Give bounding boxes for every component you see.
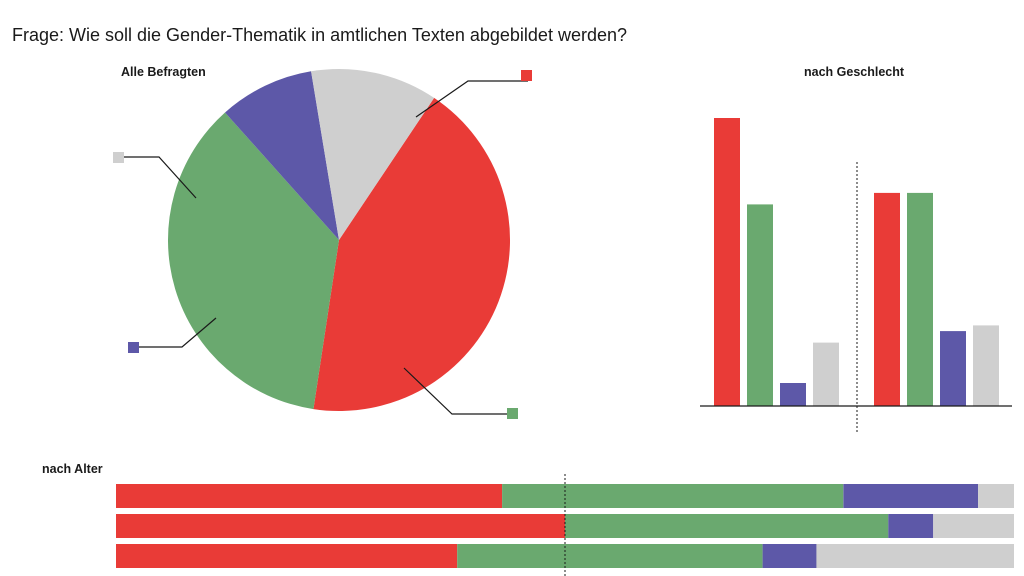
legend-swatch-weiss_nicht <box>113 152 124 163</box>
age-bar-2-gar_nicht <box>116 544 458 568</box>
age-bar-0-sonderzeichen <box>843 484 979 508</box>
gender-bar-chart <box>700 118 1012 433</box>
legend-swatch-sonderzeichen <box>128 342 139 353</box>
bar-Männer-sonderzeichen <box>780 383 806 406</box>
age-bar-2-weiss_nicht <box>816 544 1014 568</box>
age-stacked-bar-chart <box>116 474 1014 576</box>
age-bar-2-doppelnennung <box>457 544 763 568</box>
bar-Frauen-weiss_nicht <box>973 325 999 406</box>
bar-Männer-gar_nicht <box>714 118 740 406</box>
age-bar-2-sonderzeichen <box>762 544 817 568</box>
pie-slice-sonderzeichen <box>225 71 339 240</box>
pie-slice-gar_nicht <box>313 97 511 412</box>
chart-question: Frage: Wie soll die Gender-Thematik in a… <box>12 25 627 45</box>
bar-Frauen-gar_nicht <box>874 192 900 406</box>
age-bar-0-weiss_nicht <box>978 484 1014 508</box>
leader-line-gar_nicht <box>415 80 528 118</box>
pie-chart <box>113 69 532 419</box>
bar-Frauen-sonderzeichen <box>940 331 966 406</box>
age-bar-1-weiss_nicht <box>933 514 1014 538</box>
leader-line-doppelnennung <box>403 367 507 415</box>
age-bar-1-doppelnennung <box>565 514 889 538</box>
bar-Männer-weiss_nicht <box>813 342 839 406</box>
age-bar-1-sonderzeichen <box>888 514 934 538</box>
age-title: nach Alter <box>42 462 103 476</box>
age-bar-0-gar_nicht <box>116 484 503 508</box>
pie-slice-doppelnennung <box>167 112 339 410</box>
age-bar-0-doppelnennung <box>502 484 844 508</box>
leader-line-weiss_nicht <box>124 156 197 199</box>
legend-swatch-gar_nicht <box>521 70 532 81</box>
pie-title: Alle Befragten <box>121 65 206 79</box>
legend-swatch-doppelnennung <box>507 408 518 419</box>
bar-Männer-doppelnennung <box>747 204 773 406</box>
gender-title: nach Geschlecht <box>804 65 905 79</box>
bar-Frauen-doppelnennung <box>907 192 933 406</box>
pie-slice-weiss_nicht <box>311 69 435 240</box>
age-bar-1-gar_nicht <box>116 514 565 538</box>
leader-line-sonderzeichen <box>139 317 217 348</box>
